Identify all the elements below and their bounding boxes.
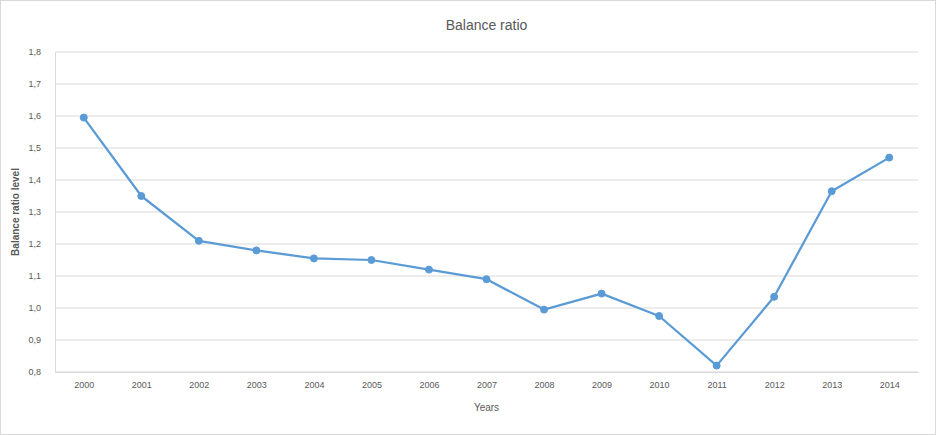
chart: 0,80,91,01,11,21,31,41,51,61,71,82000200…: [0, 0, 936, 435]
x-tick-label: 2011: [707, 380, 726, 390]
data-point: [713, 362, 720, 369]
x-tick-label: 2002: [189, 380, 209, 390]
y-axis: 0,8 0,9 1,0 1,1 1,2 1,3 1,4 1,5 1,6 1,7 1,8: [28, 47, 55, 377]
x-tick: 2003: [247, 372, 267, 390]
grid-line: [55, 212, 918, 213]
y-tick-label: 1,7: [28, 79, 41, 89]
x-axis-title: Years: [474, 402, 499, 413]
data-point: [253, 247, 260, 254]
x-tick: 2009: [592, 372, 612, 390]
x-tick: 2008: [535, 372, 555, 390]
x-tick: 2002: [189, 372, 209, 390]
y-tick: 1,1: [28, 271, 55, 281]
grid-line: [55, 84, 918, 85]
y-tick-label: 1,3: [28, 207, 41, 217]
y-tick: 1,3: [28, 207, 55, 217]
y-axis-line: [55, 53, 56, 373]
x-tick: 2006: [419, 372, 439, 390]
grid: [55, 52, 918, 372]
y-tick: 1,7: [28, 79, 55, 89]
x-tick-label: 2005: [362, 380, 382, 390]
y-tick-label: 1,5: [28, 143, 41, 153]
x-tick-label: 2010: [650, 380, 670, 390]
y-tick: 1,6: [28, 111, 55, 121]
y-tick-label: 0,9: [28, 335, 41, 345]
x-tick-label: 2013: [822, 380, 842, 390]
x-tick-label: 2001: [132, 380, 152, 390]
chart-title: Balance ratio: [446, 17, 528, 33]
data-point: [368, 257, 375, 264]
x-tick-label: 2006: [419, 380, 439, 390]
x-tick: 2001: [132, 372, 152, 390]
x-tick-label: 2009: [592, 380, 612, 390]
data-point: [541, 306, 548, 313]
grid-line: [55, 308, 918, 309]
data-point: [80, 114, 87, 121]
x-tick: 2014: [880, 372, 900, 390]
chart-frame: [1, 1, 936, 435]
x-tick-label: 2007: [477, 380, 497, 390]
data-point: [828, 188, 835, 195]
y-axis-title: Balance ratio level: [10, 168, 21, 256]
y-tick: 1,0: [28, 303, 55, 313]
series-line: [84, 118, 889, 366]
x-tick: 2004: [304, 372, 324, 390]
x-tick: 2013: [822, 372, 842, 390]
x-tick: 2010: [650, 372, 670, 390]
grid-line: [55, 116, 918, 117]
y-tick: 1,8: [28, 47, 55, 57]
x-tick: 2011: [707, 372, 726, 390]
data-point: [138, 193, 145, 200]
data-point: [771, 293, 778, 300]
x-tick: 2012: [765, 372, 785, 390]
grid-line: [55, 244, 918, 245]
x-tick-label: 2003: [247, 380, 267, 390]
y-tick: 1,5: [28, 143, 55, 153]
data-point: [195, 237, 202, 244]
grid-line: [55, 372, 918, 373]
y-tick: 0,9: [28, 335, 55, 345]
data-point: [310, 255, 317, 262]
x-tick: 2005: [362, 372, 382, 390]
x-tick-label: 2014: [880, 380, 900, 390]
y-tick: 1,4: [28, 175, 55, 185]
y-tick-label: 1,8: [28, 47, 41, 57]
x-tick: 2007: [477, 372, 497, 390]
data-point: [886, 154, 893, 161]
y-tick-label: 1,4: [28, 175, 41, 185]
marks: [80, 114, 892, 369]
y-tick: 1,2: [28, 239, 55, 249]
x-tick: 2000: [74, 372, 94, 390]
data-point: [656, 313, 663, 320]
data-point: [598, 290, 605, 297]
y-tick-label: 1,0: [28, 303, 41, 313]
plot: 0,80,91,01,11,21,31,41,51,61,71,82000200…: [28, 47, 918, 390]
data-point: [483, 276, 490, 283]
y-tick-label: 1,2: [28, 239, 41, 249]
y-tick-label: 1,6: [28, 111, 41, 121]
grid-line: [55, 148, 918, 149]
x-tick-label: 2000: [74, 380, 94, 390]
data-point: [425, 266, 432, 273]
grid-line: [55, 52, 918, 53]
x-axis: 2000 2001 2002 2003 2004 2005 2006 2007 2008 2009…: [56, 372, 919, 390]
y-tick: 0,8: [28, 367, 55, 377]
x-tick-label: 2008: [535, 380, 555, 390]
grid-line: [55, 340, 918, 341]
x-axis-line: [56, 372, 919, 373]
x-tick-label: 2004: [304, 380, 324, 390]
y-tick-label: 0,8: [28, 367, 41, 377]
grid-line: [55, 180, 918, 181]
x-tick-label: 2012: [765, 380, 785, 390]
y-tick-label: 1,1: [28, 271, 41, 281]
